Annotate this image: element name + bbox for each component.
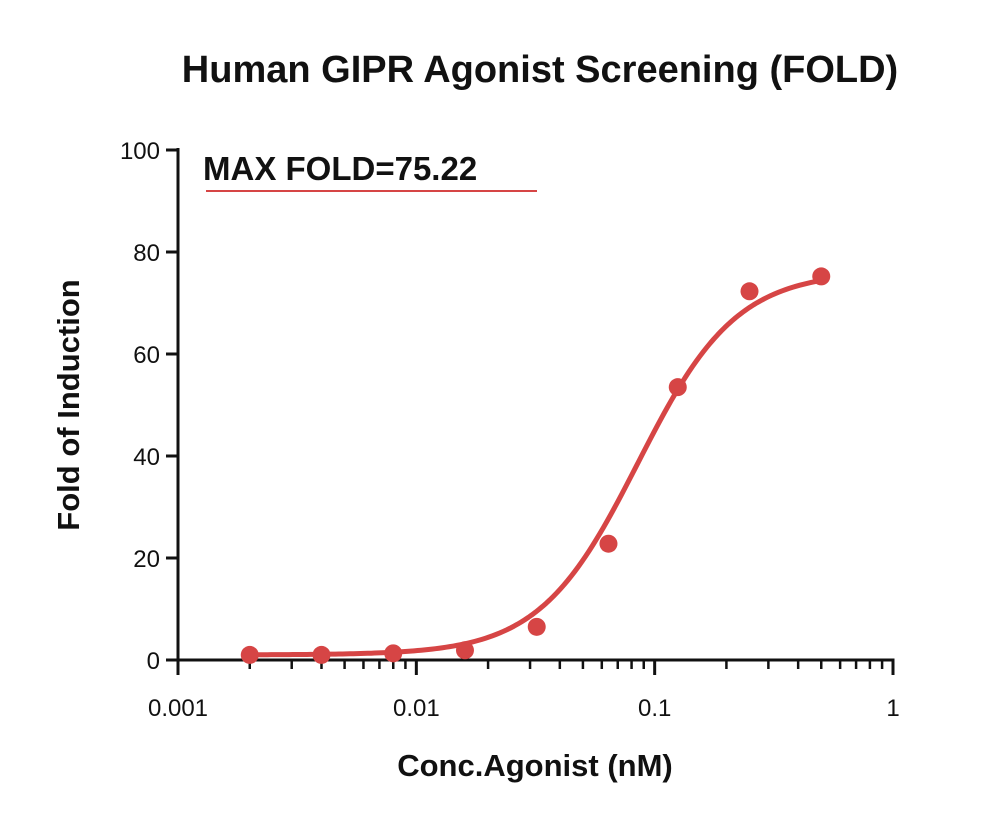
y-tick-label: 100 [120,138,160,165]
data-point [455,641,474,660]
data-point [384,644,403,663]
data-point [812,267,831,286]
max-fold-annotation: MAX FOLD=75.22 [203,150,477,187]
y-tick-label: 80 [133,240,160,267]
y-tick-label: 0 [147,648,160,675]
y-axis-label: Fold of Induction [51,279,86,530]
data-point [599,534,618,553]
x-axis-label: Conc.Agonist (nM) [397,748,673,783]
x-tick-label: 0.01 [393,695,440,722]
chart-title: Human GIPR Agonist Screening (FOLD) [182,49,898,91]
data-point [312,645,331,664]
plot-area: 0 20 40 60 80 100 0.001 0.01 0.1 1 [120,138,900,722]
x-tick-label: 0.001 [148,695,208,722]
y-tick-label: 40 [133,444,160,471]
data-point [240,645,259,664]
y-tick-label: 60 [133,342,160,369]
data-point [527,617,546,636]
y-tick-label: 20 [133,546,160,573]
x-tick-label: 1 [886,695,899,722]
data-point [668,378,687,397]
fit-curve [247,277,824,658]
x-tick-label: 0.1 [638,695,671,722]
data-point [740,282,759,301]
